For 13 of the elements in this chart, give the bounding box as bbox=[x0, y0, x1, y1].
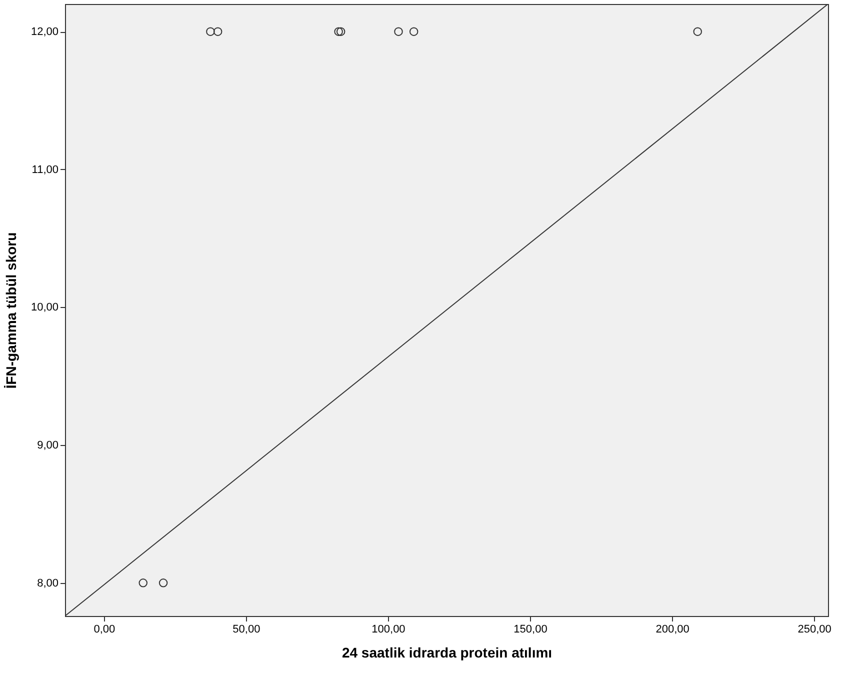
x-tick-label: 150,00 bbox=[514, 624, 548, 636]
x-tick-label: 200,00 bbox=[656, 624, 690, 636]
x-tick-label: 0,00 bbox=[94, 624, 116, 636]
x-tick-label: 100,00 bbox=[372, 624, 406, 636]
y-axis-title: İFN-gamma tübül skoru bbox=[2, 232, 19, 389]
x-tick-label: 50,00 bbox=[232, 624, 260, 636]
y-tick-label: 9,00 bbox=[37, 440, 58, 452]
y-tick-label: 11,00 bbox=[32, 164, 58, 176]
x-tick-label: 250,00 bbox=[798, 624, 832, 636]
y-tick-label: 8,00 bbox=[37, 577, 58, 590]
y-tick-label: 12,00 bbox=[30, 26, 58, 38]
y-tick-label: 10,00 bbox=[30, 302, 58, 314]
x-axis-title: 24 saatlik idrarda protein atılımı bbox=[342, 644, 552, 660]
